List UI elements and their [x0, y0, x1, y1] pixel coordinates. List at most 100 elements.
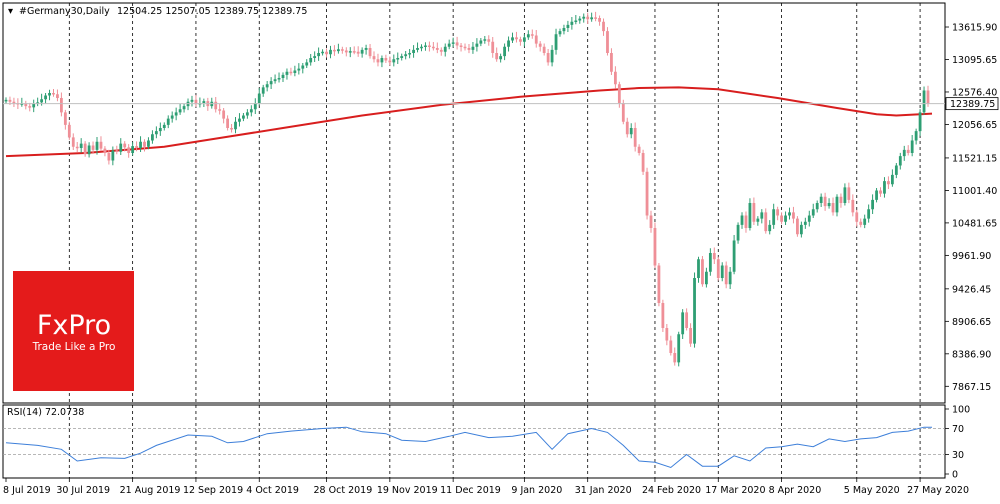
candle-body	[558, 31, 562, 35]
candle-body	[867, 209, 871, 219]
candle-body	[253, 103, 257, 110]
candle-body	[883, 181, 886, 194]
candle-body	[52, 93, 55, 95]
candle-body	[598, 18, 601, 22]
candle-body	[79, 143, 83, 148]
candle-body	[257, 93, 261, 103]
y-tick-label: 8906.65	[952, 317, 991, 328]
candle-body	[329, 49, 332, 55]
candle-body	[898, 156, 902, 166]
price-tag-text: 12389.75	[950, 99, 995, 110]
candle-body	[677, 334, 681, 363]
y-tick-label: 10481.65	[952, 218, 997, 229]
candle-body	[123, 143, 127, 148]
candle-body	[261, 87, 265, 94]
candle-body	[178, 109, 182, 113]
candle-body	[926, 90, 930, 104]
candle-body	[887, 181, 890, 185]
candle-body	[273, 79, 277, 82]
candle-body	[546, 53, 550, 63]
candle-body	[645, 171, 649, 216]
candle-body	[40, 99, 44, 103]
x-tick-label: 21 Aug 2019	[120, 485, 181, 496]
candle-body	[107, 153, 111, 161]
candle-body	[843, 187, 847, 203]
candle-body	[408, 53, 412, 55]
candle-body	[515, 37, 518, 40]
candle-body	[321, 51, 324, 54]
candle-body	[732, 240, 736, 272]
candle-body	[756, 218, 760, 222]
candle-body	[831, 203, 835, 213]
candle-body	[99, 141, 103, 149]
x-tick-label: 8 Apr 2020	[769, 485, 822, 496]
rsi-line	[5, 426, 932, 469]
candle-body	[67, 124, 71, 138]
candle-body	[404, 54, 408, 57]
candle-body	[305, 62, 309, 66]
candle-body	[665, 328, 669, 341]
candle-body	[325, 51, 328, 55]
y-tick-label: 9426.45	[952, 284, 991, 295]
fxpro-logo: FxPro Trade Like a Pro	[13, 271, 134, 391]
candle-body	[301, 65, 305, 69]
candle-body	[487, 39, 491, 42]
price-axis: 13615.90 13095.65 12576.40 12056.65 11521.15…	[945, 23, 997, 393]
candle-body	[712, 253, 716, 260]
candle-body	[265, 84, 269, 88]
candle-body	[139, 141, 142, 148]
candle-body	[776, 209, 780, 216]
moving-average-layer	[5, 86, 933, 158]
candle-body	[463, 46, 467, 49]
candle-body	[245, 112, 249, 116]
candle-body	[143, 141, 146, 147]
candle-body	[281, 74, 285, 78]
rsi-title: RSI(14) 72.0738	[7, 407, 84, 418]
x-tick-label: 5 May 2020	[844, 485, 900, 496]
candle-body	[4, 99, 8, 102]
time-axis: 8 Jul 2019 30 Jul 2019 21 Aug 2019 12 Sep 2…	[3, 478, 969, 496]
candle-body	[71, 137, 75, 147]
candle-body	[863, 218, 867, 225]
candle-body	[483, 39, 487, 41]
candle-body	[894, 165, 898, 175]
candle-body	[566, 24, 570, 28]
candle-body	[313, 56, 317, 58]
candle-body	[574, 20, 578, 22]
candle-body	[629, 128, 633, 135]
candle-body	[796, 218, 799, 235]
candle-body	[570, 21, 574, 25]
candle-body	[48, 93, 51, 96]
candle-body	[839, 196, 843, 203]
y-tick-label: 11001.40	[952, 186, 997, 197]
header-arrow-icon[interactable]: ▾	[8, 6, 13, 17]
rsi-panel-frame	[2, 404, 946, 479]
candle-body	[36, 102, 40, 104]
candle-body	[380, 58, 384, 63]
candle-body	[447, 43, 451, 47]
x-tick-label: 24 Feb 2020	[642, 485, 701, 496]
candle-body	[91, 145, 95, 150]
candle-body	[135, 146, 138, 148]
candle-body	[103, 148, 107, 153]
candle-body	[214, 101, 218, 110]
candle-body	[811, 209, 815, 216]
candle-body	[744, 215, 748, 228]
candle-body	[922, 90, 926, 113]
candle-body	[249, 109, 253, 113]
candle-body	[491, 41, 495, 53]
candle-body	[416, 48, 419, 50]
candle-body	[562, 28, 566, 32]
candle-body	[202, 101, 206, 103]
candle-body	[115, 150, 119, 152]
candle-body	[388, 60, 392, 63]
candle-body	[127, 147, 131, 153]
candle-body	[578, 18, 582, 21]
candle-body	[230, 128, 233, 130]
candle-body	[75, 146, 79, 149]
candle-body	[435, 48, 439, 50]
candle-body	[693, 278, 696, 344]
candle-body	[799, 224, 803, 235]
candle-body	[119, 143, 123, 152]
